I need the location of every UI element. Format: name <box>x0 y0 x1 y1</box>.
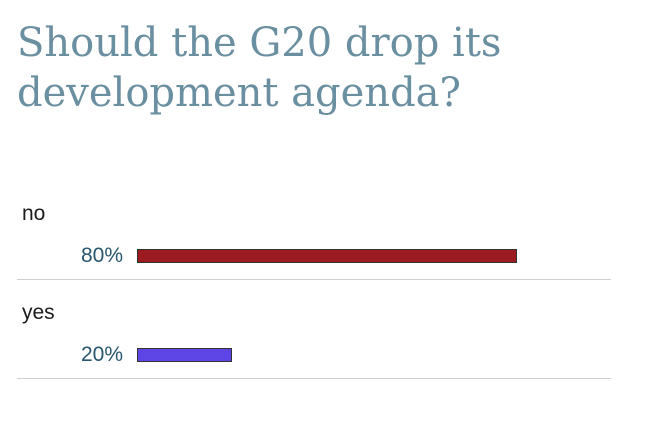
bar-track <box>137 348 612 362</box>
option-percentage: 20% <box>80 343 123 366</box>
bar-yes <box>137 348 232 362</box>
poll-option-yes: yes 20% <box>17 279 611 379</box>
bar-no <box>137 249 517 263</box>
option-percentage: 80% <box>80 244 123 267</box>
bar-track <box>137 249 612 263</box>
poll-title: Should the G20 drop its development agen… <box>17 20 502 116</box>
poll-option-no: no 80% <box>17 180 611 280</box>
option-label: no <box>22 202 46 225</box>
option-label: yes <box>22 301 55 324</box>
